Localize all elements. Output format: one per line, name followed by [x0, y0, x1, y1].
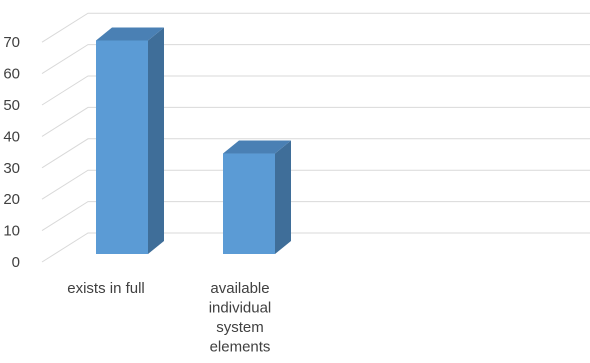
x-category-label: exists in full — [67, 280, 145, 297]
y-tick-label: 30 — [3, 160, 20, 177]
y-tick-label: 0 — [12, 254, 20, 271]
y-axis-ticks: 0 10 20 30 40 50 60 70 — [3, 34, 20, 271]
bar — [96, 27, 164, 255]
bar-side-face — [275, 140, 291, 254]
gridline — [41, 138, 590, 169]
bar-side-face — [148, 27, 164, 255]
bar-top-face — [223, 140, 291, 154]
y-tick-label: 10 — [3, 223, 20, 240]
gridline — [41, 169, 590, 200]
gridline — [41, 232, 590, 263]
y-tick-label: 20 — [3, 191, 20, 208]
y-tick-label: 40 — [3, 128, 20, 145]
bar-top-face — [96, 27, 164, 41]
gridline — [41, 106, 590, 137]
bar-front-face — [96, 40, 148, 255]
bars — [96, 27, 291, 255]
gridline — [41, 12, 590, 43]
y-tick-label: 70 — [3, 34, 20, 51]
bar — [223, 140, 291, 254]
y-tick-label: 60 — [3, 66, 20, 83]
x-category-label: available individual system elements — [209, 280, 272, 356]
gridline — [41, 44, 590, 75]
x-axis-categories: exists in full available individual system e… — [67, 280, 271, 356]
gridline — [41, 201, 590, 232]
bar-front-face — [223, 153, 275, 254]
gridlines — [41, 12, 590, 263]
y-tick-label: 50 — [3, 97, 20, 114]
gridline — [41, 75, 590, 106]
